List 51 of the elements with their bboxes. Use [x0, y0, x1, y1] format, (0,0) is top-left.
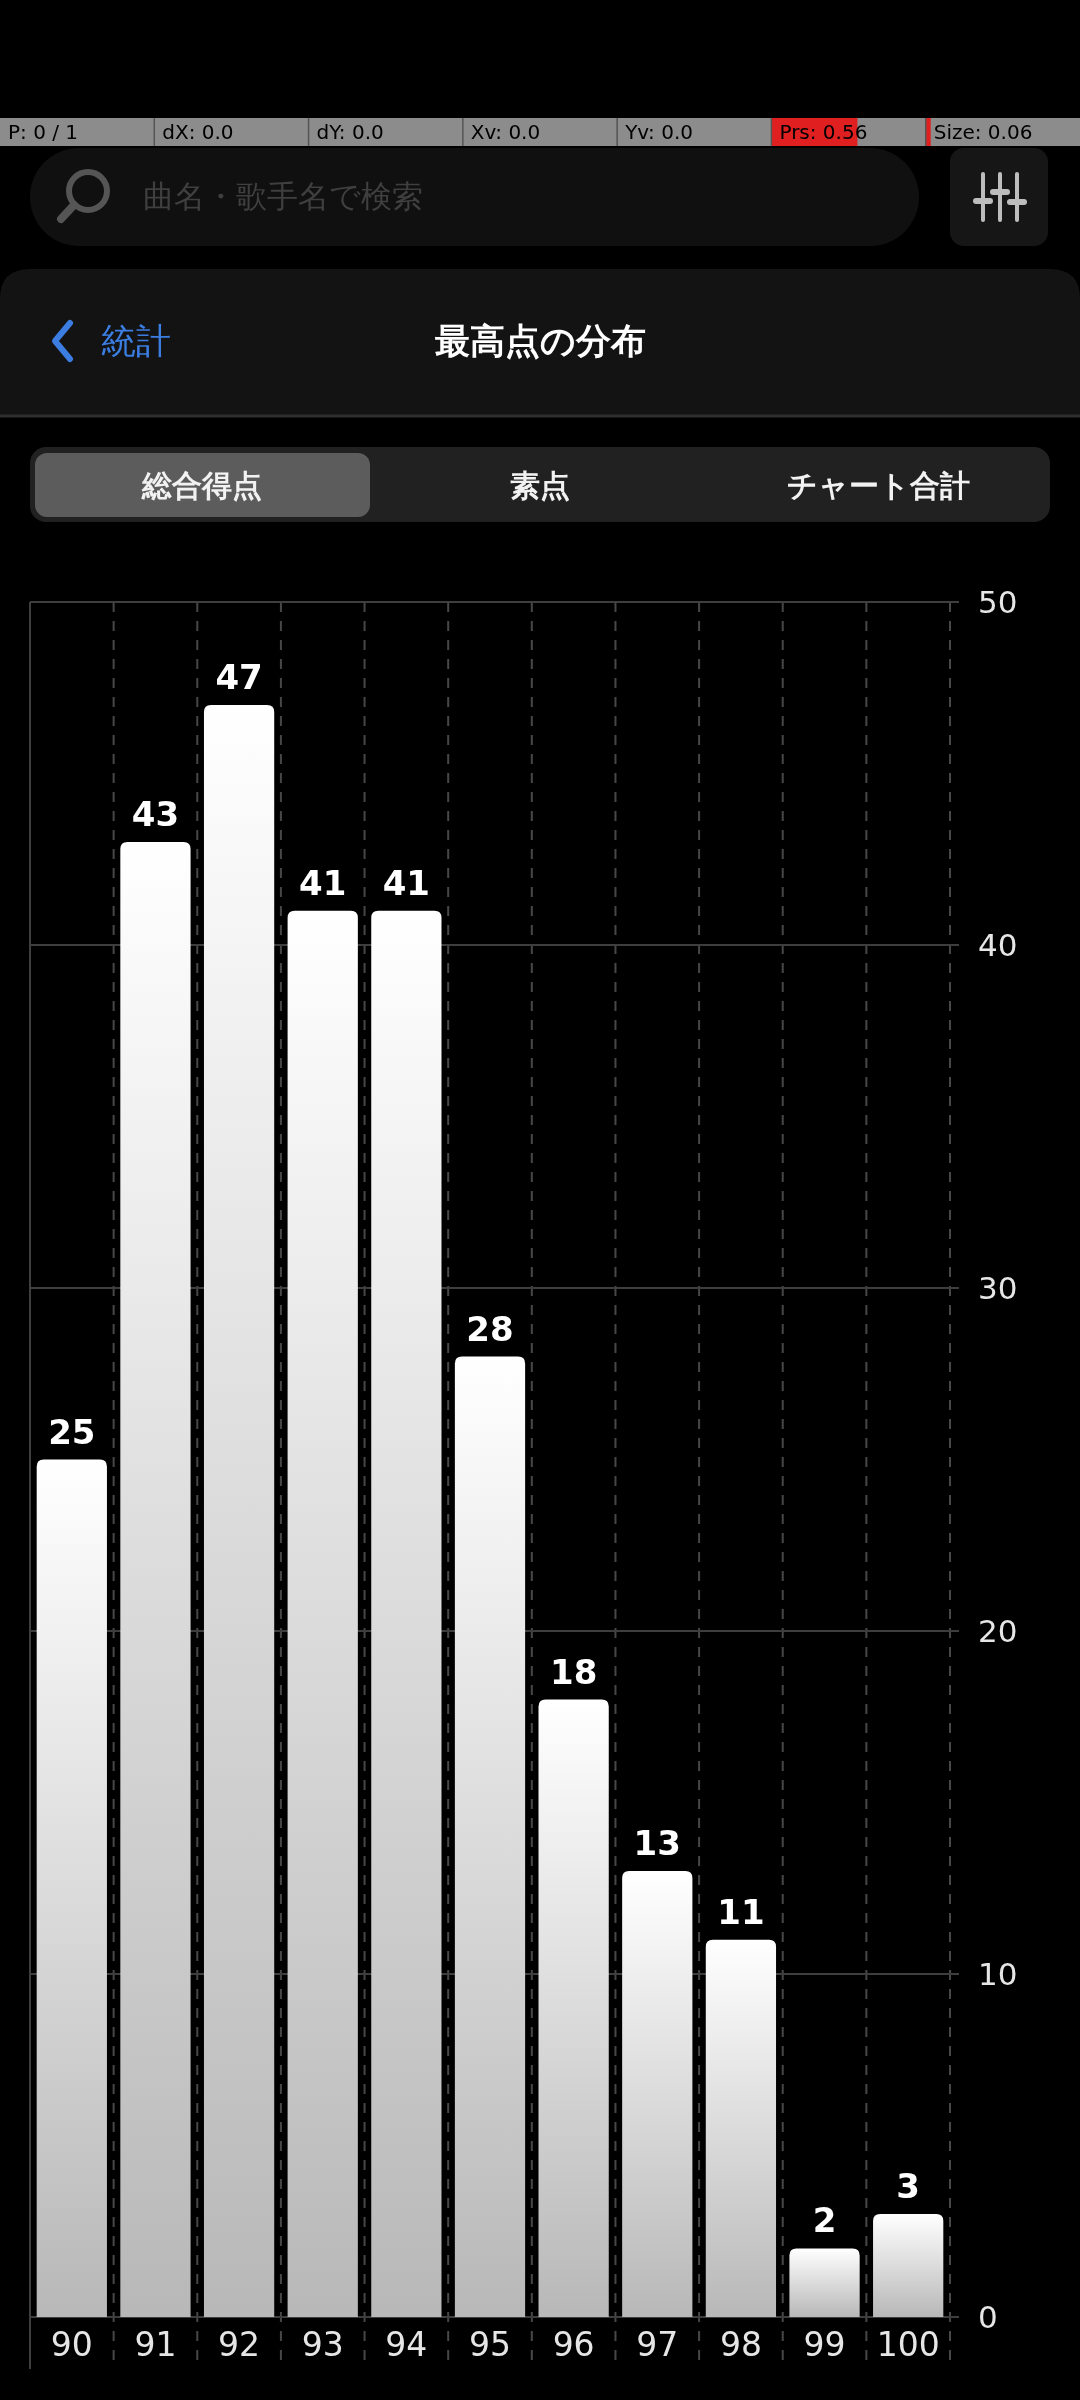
- bar: [538, 1699, 609, 2317]
- text: P: 0 / 1: [8, 120, 79, 144]
- y-tick-label: 40: [978, 927, 1018, 963]
- x-tick-label: 94: [385, 2324, 428, 2364]
- x-tick-label: 98: [719, 2324, 762, 2364]
- x-tick-label: 97: [636, 2324, 679, 2364]
- x-tick-label: 91: [134, 2324, 177, 2364]
- bar: [287, 910, 358, 2317]
- text: dX: 0.0: [162, 120, 234, 144]
- x-tick-label: 92: [218, 2324, 261, 2364]
- text: dY: 0.0: [316, 120, 384, 144]
- bar: [371, 910, 442, 2317]
- data-label: 2: [812, 2200, 837, 2241]
- y-tick-label: 30: [978, 1270, 1018, 1306]
- y-tick-label: 0: [978, 2299, 998, 2335]
- chart-title: 最高点の分布: [434, 321, 646, 361]
- data-label: 41: [299, 862, 347, 903]
- data-label: 25: [48, 1411, 96, 1452]
- x-tick-label: 93: [301, 2324, 344, 2364]
- data-label: 43: [131, 794, 180, 835]
- data-label: 11: [717, 1891, 765, 1932]
- bar: [203, 704, 275, 2317]
- bar: [705, 1939, 777, 2317]
- data-label: 47: [215, 656, 263, 697]
- bar: [120, 842, 191, 2317]
- data-label: 3: [896, 2166, 921, 2207]
- text: 素点: [510, 467, 570, 503]
- x-tick-label: 95: [469, 2324, 511, 2364]
- text: Prs: 0.56: [779, 120, 868, 144]
- data-label: 18: [549, 1651, 598, 1692]
- bar: [454, 1356, 526, 2317]
- x-tick-label: 90: [50, 2324, 93, 2364]
- bar: [36, 1459, 107, 2317]
- x-tick-label: 96: [552, 2324, 595, 2364]
- text: 総合得点: [141, 467, 262, 503]
- text: Yv: 0.0: [624, 120, 694, 144]
- text: 統計: [101, 321, 171, 361]
- bar: [873, 2214, 944, 2317]
- data-label: 13: [633, 1823, 681, 1864]
- data-label: 28: [466, 1308, 514, 1349]
- text: Xv: 0.0: [470, 120, 541, 144]
- text: Size: 0.06: [933, 120, 1033, 144]
- bar: [622, 1871, 693, 2317]
- y-tick-label: 20: [978, 1613, 1018, 1649]
- y-tick-label: 10: [978, 1956, 1018, 1992]
- x-tick-label: 99: [803, 2324, 846, 2364]
- text: チャート合計: [786, 467, 970, 503]
- y-tick-label: 50: [978, 584, 1018, 620]
- x-tick-label: 100: [876, 2324, 940, 2364]
- data-label: 41: [382, 862, 431, 903]
- bar: [789, 2248, 860, 2317]
